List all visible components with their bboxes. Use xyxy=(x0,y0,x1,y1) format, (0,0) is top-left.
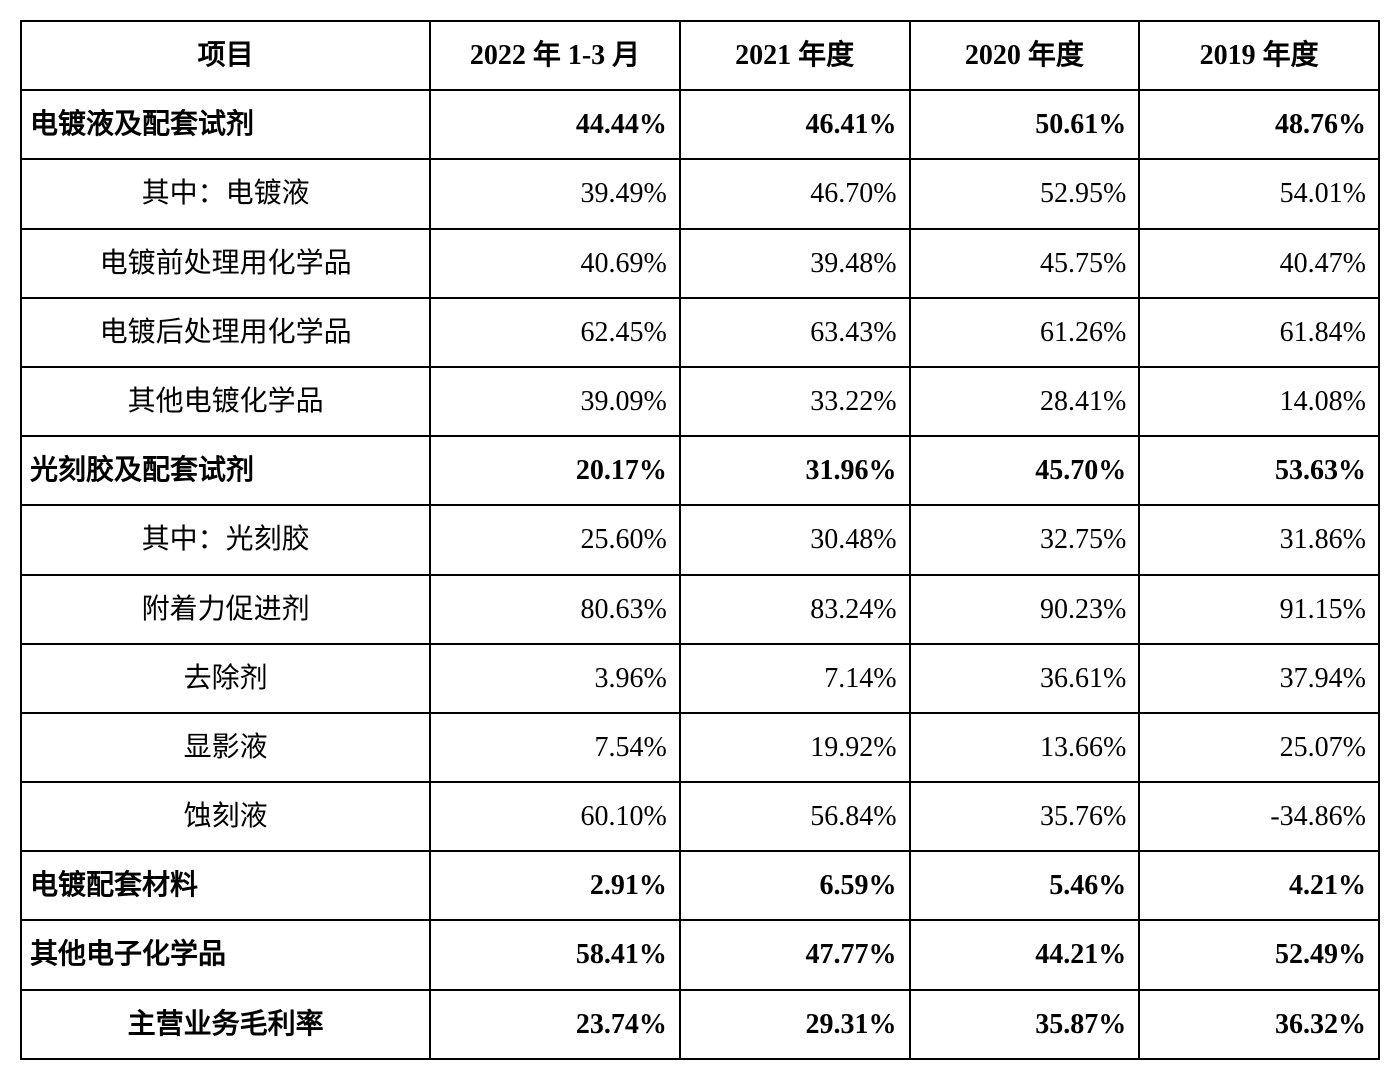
value-cell: 91.15% xyxy=(1139,575,1379,644)
item-cell: 电镀液及配套试剂 xyxy=(21,90,430,159)
value-cell: 31.96% xyxy=(680,436,910,505)
value-cell: 28.41% xyxy=(910,367,1140,436)
value-cell: 62.45% xyxy=(430,298,680,367)
col-header-period-2: 2021 年度 xyxy=(680,21,910,90)
value-cell: 45.70% xyxy=(910,436,1140,505)
item-cell: 电镀后处理用化学品 xyxy=(21,298,430,367)
table-row: 光刻胶及配套试剂20.17%31.96%45.70%53.63% xyxy=(21,436,1379,505)
value-cell: 14.08% xyxy=(1139,367,1379,436)
value-cell: 36.32% xyxy=(1139,990,1379,1059)
table-row: 蚀刻液60.10%56.84%35.76%-34.86% xyxy=(21,782,1379,851)
value-cell: 32.75% xyxy=(910,505,1140,574)
col-header-item: 项目 xyxy=(21,21,430,90)
item-cell: 去除剂 xyxy=(21,644,430,713)
value-cell: 20.17% xyxy=(430,436,680,505)
table-row: 其他电镀化学品39.09%33.22%28.41%14.08% xyxy=(21,367,1379,436)
col-header-period-3: 2020 年度 xyxy=(910,21,1140,90)
item-cell: 其中：电镀液 xyxy=(21,159,430,228)
table-row: 主营业务毛利率23.74%29.31%35.87%36.32% xyxy=(21,990,1379,1059)
value-cell: 39.48% xyxy=(680,229,910,298)
value-cell: 56.84% xyxy=(680,782,910,851)
item-cell: 蚀刻液 xyxy=(21,782,430,851)
value-cell: 63.43% xyxy=(680,298,910,367)
value-cell: 37.94% xyxy=(1139,644,1379,713)
value-cell: 29.31% xyxy=(680,990,910,1059)
value-cell: 44.44% xyxy=(430,90,680,159)
value-cell: 52.49% xyxy=(1139,920,1379,989)
value-cell: 58.41% xyxy=(430,920,680,989)
gross-margin-table: 项目 2022 年 1-3 月 2021 年度 2020 年度 2019 年度 … xyxy=(20,20,1380,1060)
table-row: 其中：光刻胶25.60%30.48%32.75%31.86% xyxy=(21,505,1379,574)
value-cell: 83.24% xyxy=(680,575,910,644)
table-row: 其他电子化学品58.41%47.77%44.21%52.49% xyxy=(21,920,1379,989)
value-cell: 50.61% xyxy=(910,90,1140,159)
value-cell: 33.22% xyxy=(680,367,910,436)
table-row: 显影液7.54%19.92%13.66%25.07% xyxy=(21,713,1379,782)
value-cell: 44.21% xyxy=(910,920,1140,989)
value-cell: 40.47% xyxy=(1139,229,1379,298)
value-cell: 39.49% xyxy=(430,159,680,228)
value-cell: 4.21% xyxy=(1139,851,1379,920)
table-row: 其中：电镀液39.49%46.70%52.95%54.01% xyxy=(21,159,1379,228)
value-cell: 5.46% xyxy=(910,851,1140,920)
value-cell: 80.63% xyxy=(430,575,680,644)
value-cell: 46.70% xyxy=(680,159,910,228)
value-cell: 13.66% xyxy=(910,713,1140,782)
value-cell: 47.77% xyxy=(680,920,910,989)
item-cell: 光刻胶及配套试剂 xyxy=(21,436,430,505)
table-body: 电镀液及配套试剂44.44%46.41%50.61%48.76%其中：电镀液39… xyxy=(21,90,1379,1059)
value-cell: 45.75% xyxy=(910,229,1140,298)
value-cell: 31.86% xyxy=(1139,505,1379,574)
col-header-period-1: 2022 年 1-3 月 xyxy=(430,21,680,90)
table-row: 电镀前处理用化学品40.69%39.48%45.75%40.47% xyxy=(21,229,1379,298)
value-cell: 7.54% xyxy=(430,713,680,782)
table-row: 电镀液及配套试剂44.44%46.41%50.61%48.76% xyxy=(21,90,1379,159)
value-cell: 52.95% xyxy=(910,159,1140,228)
item-cell: 主营业务毛利率 xyxy=(21,990,430,1059)
value-cell: 61.26% xyxy=(910,298,1140,367)
value-cell: 46.41% xyxy=(680,90,910,159)
item-cell: 电镀前处理用化学品 xyxy=(21,229,430,298)
value-cell: -34.86% xyxy=(1139,782,1379,851)
value-cell: 25.07% xyxy=(1139,713,1379,782)
value-cell: 54.01% xyxy=(1139,159,1379,228)
col-header-period-4: 2019 年度 xyxy=(1139,21,1379,90)
value-cell: 90.23% xyxy=(910,575,1140,644)
value-cell: 3.96% xyxy=(430,644,680,713)
value-cell: 40.69% xyxy=(430,229,680,298)
value-cell: 60.10% xyxy=(430,782,680,851)
value-cell: 39.09% xyxy=(430,367,680,436)
value-cell: 6.59% xyxy=(680,851,910,920)
value-cell: 30.48% xyxy=(680,505,910,574)
value-cell: 35.87% xyxy=(910,990,1140,1059)
value-cell: 53.63% xyxy=(1139,436,1379,505)
value-cell: 35.76% xyxy=(910,782,1140,851)
item-cell: 其中：光刻胶 xyxy=(21,505,430,574)
value-cell: 48.76% xyxy=(1139,90,1379,159)
item-cell: 其他电镀化学品 xyxy=(21,367,430,436)
table-row: 去除剂3.96%7.14%36.61%37.94% xyxy=(21,644,1379,713)
value-cell: 25.60% xyxy=(430,505,680,574)
item-cell: 附着力促进剂 xyxy=(21,575,430,644)
item-cell: 其他电子化学品 xyxy=(21,920,430,989)
value-cell: 7.14% xyxy=(680,644,910,713)
item-cell: 电镀配套材料 xyxy=(21,851,430,920)
table-row: 附着力促进剂80.63%83.24%90.23%91.15% xyxy=(21,575,1379,644)
value-cell: 2.91% xyxy=(430,851,680,920)
table-row: 电镀配套材料2.91%6.59%5.46%4.21% xyxy=(21,851,1379,920)
item-cell: 显影液 xyxy=(21,713,430,782)
value-cell: 23.74% xyxy=(430,990,680,1059)
value-cell: 19.92% xyxy=(680,713,910,782)
table-header-row: 项目 2022 年 1-3 月 2021 年度 2020 年度 2019 年度 xyxy=(21,21,1379,90)
value-cell: 36.61% xyxy=(910,644,1140,713)
value-cell: 61.84% xyxy=(1139,298,1379,367)
table-row: 电镀后处理用化学品62.45%63.43%61.26%61.84% xyxy=(21,298,1379,367)
